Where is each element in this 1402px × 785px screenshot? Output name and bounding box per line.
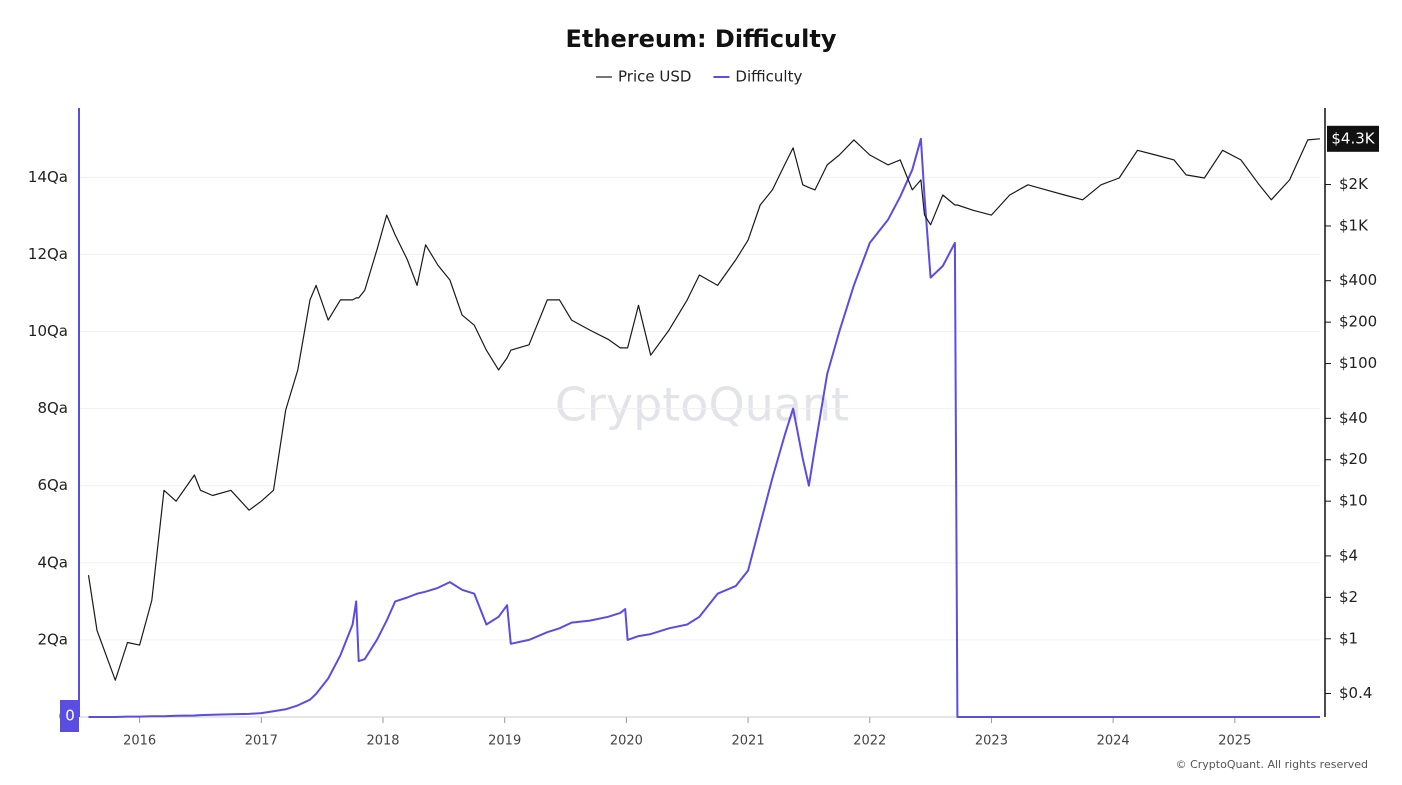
chart-title: Ethereum: Difficulty xyxy=(566,25,837,53)
y-tick-label: 12Qa xyxy=(28,245,68,263)
series-line xyxy=(88,137,1320,718)
y2-tick-label: $1K xyxy=(1339,216,1369,234)
x-tick-label: 2017 xyxy=(245,734,278,749)
y2-tick-label: $100 xyxy=(1339,354,1377,372)
source: © CryptoQuant. All rights reserved xyxy=(1176,758,1368,771)
y2-tick-label: $20 xyxy=(1339,450,1368,468)
value-badge-label: $4.3K xyxy=(1331,129,1375,147)
legend-label: Difficulty xyxy=(735,68,802,86)
y2-tick-label: $10 xyxy=(1339,492,1368,510)
x-tick-label: 2024 xyxy=(1097,734,1130,749)
x-tick-label: 2022 xyxy=(853,734,886,749)
y2-tick-label: $1 xyxy=(1339,629,1358,647)
watermark: CryptoQuant xyxy=(555,378,849,432)
y2-tick-label: $200 xyxy=(1339,313,1377,331)
y-tick-label: 4Qa xyxy=(37,553,68,571)
value-badge xyxy=(1327,125,1379,152)
y2-tick-label: $4 xyxy=(1339,546,1358,564)
value-badge xyxy=(60,700,79,732)
x-tick-label: 2021 xyxy=(732,734,765,749)
x-tick-label: 2019 xyxy=(488,734,521,749)
y2-tick-label: $400 xyxy=(1339,271,1377,289)
x-tick-label: 2020 xyxy=(610,734,643,749)
legend: Price USD Difficulty xyxy=(596,68,802,86)
x-tick-label: 2023 xyxy=(975,734,1008,749)
x-tick-label: 2016 xyxy=(123,734,156,749)
series-line xyxy=(87,138,1321,681)
legend-label: Price USD xyxy=(618,68,691,86)
x-tick-label: 2025 xyxy=(1218,734,1251,749)
y2-tick-label: $2 xyxy=(1339,588,1358,606)
y-tick-label: 6Qa xyxy=(37,476,68,494)
y-tick-label: 8Qa xyxy=(37,399,68,417)
y2-tick-label: $2K xyxy=(1339,175,1369,193)
y2-tick-label: $0.4 xyxy=(1339,684,1372,702)
y-tick-label: 2Qa xyxy=(37,630,68,648)
x-tick-label: 2018 xyxy=(366,734,399,749)
y2-tick-label: $40 xyxy=(1339,409,1368,427)
y-tick-label: 10Qa xyxy=(28,322,68,340)
value-badge-label: 0 xyxy=(65,707,75,725)
y-tick-label: 14Qa xyxy=(28,168,68,186)
